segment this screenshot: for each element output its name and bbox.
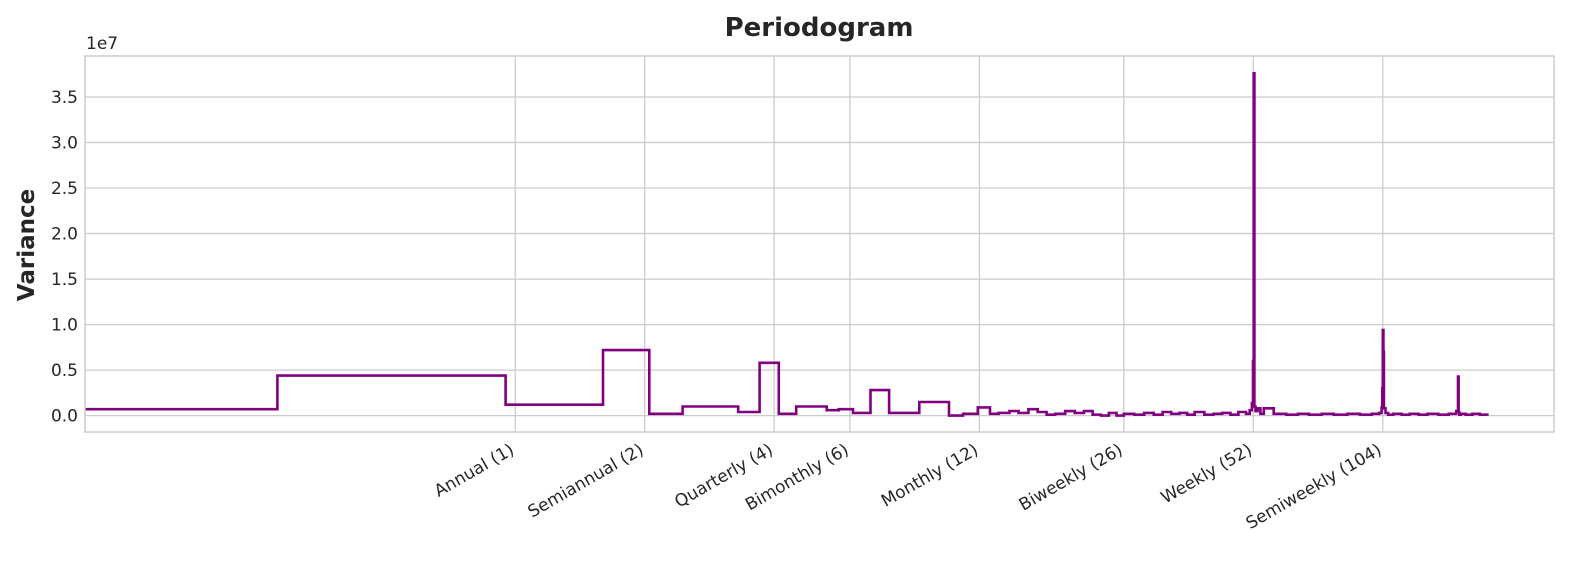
y-tick-labels: 0.0 0.5 1.0 1.5 2.0 2.5 3.0 3.5 <box>51 88 78 427</box>
chart-title: Periodogram <box>725 13 914 43</box>
y-tick-label: 0.5 <box>51 361 78 381</box>
x-tick-label: Semiweekly (104) <box>1243 440 1386 534</box>
x-tick-label: Semiannual (2) <box>525 440 648 522</box>
periodogram-line <box>85 72 1489 417</box>
plot-area <box>85 72 1489 417</box>
y-axis-offset-text: 1e7 <box>86 34 118 54</box>
x-tick-labels: Annual (1) Semiannual (2) Quarterly (4)Bim… <box>431 440 1385 534</box>
x-tick-label: Monthly (12) <box>878 440 982 512</box>
y-tick-label: 3.5 <box>51 88 78 108</box>
y-tick-label: 1.0 <box>51 316 78 336</box>
axes-frame <box>84 55 1555 433</box>
y-tick-label: 2.5 <box>51 179 78 199</box>
y-gridlines <box>85 96 1554 417</box>
y-tick-label: 2.0 <box>51 225 78 245</box>
y-tick-label: 0.0 <box>51 407 78 427</box>
x-tick-label: Biweekly (26) <box>1016 440 1127 515</box>
y-tick-label: 3.0 <box>51 134 78 154</box>
x-tick-label: Annual (1) <box>431 440 518 502</box>
y-axis-label: Variance <box>14 189 40 301</box>
y-tick-label: 1.5 <box>51 270 78 290</box>
x-tick-label: Weekly (52) <box>1158 440 1256 508</box>
